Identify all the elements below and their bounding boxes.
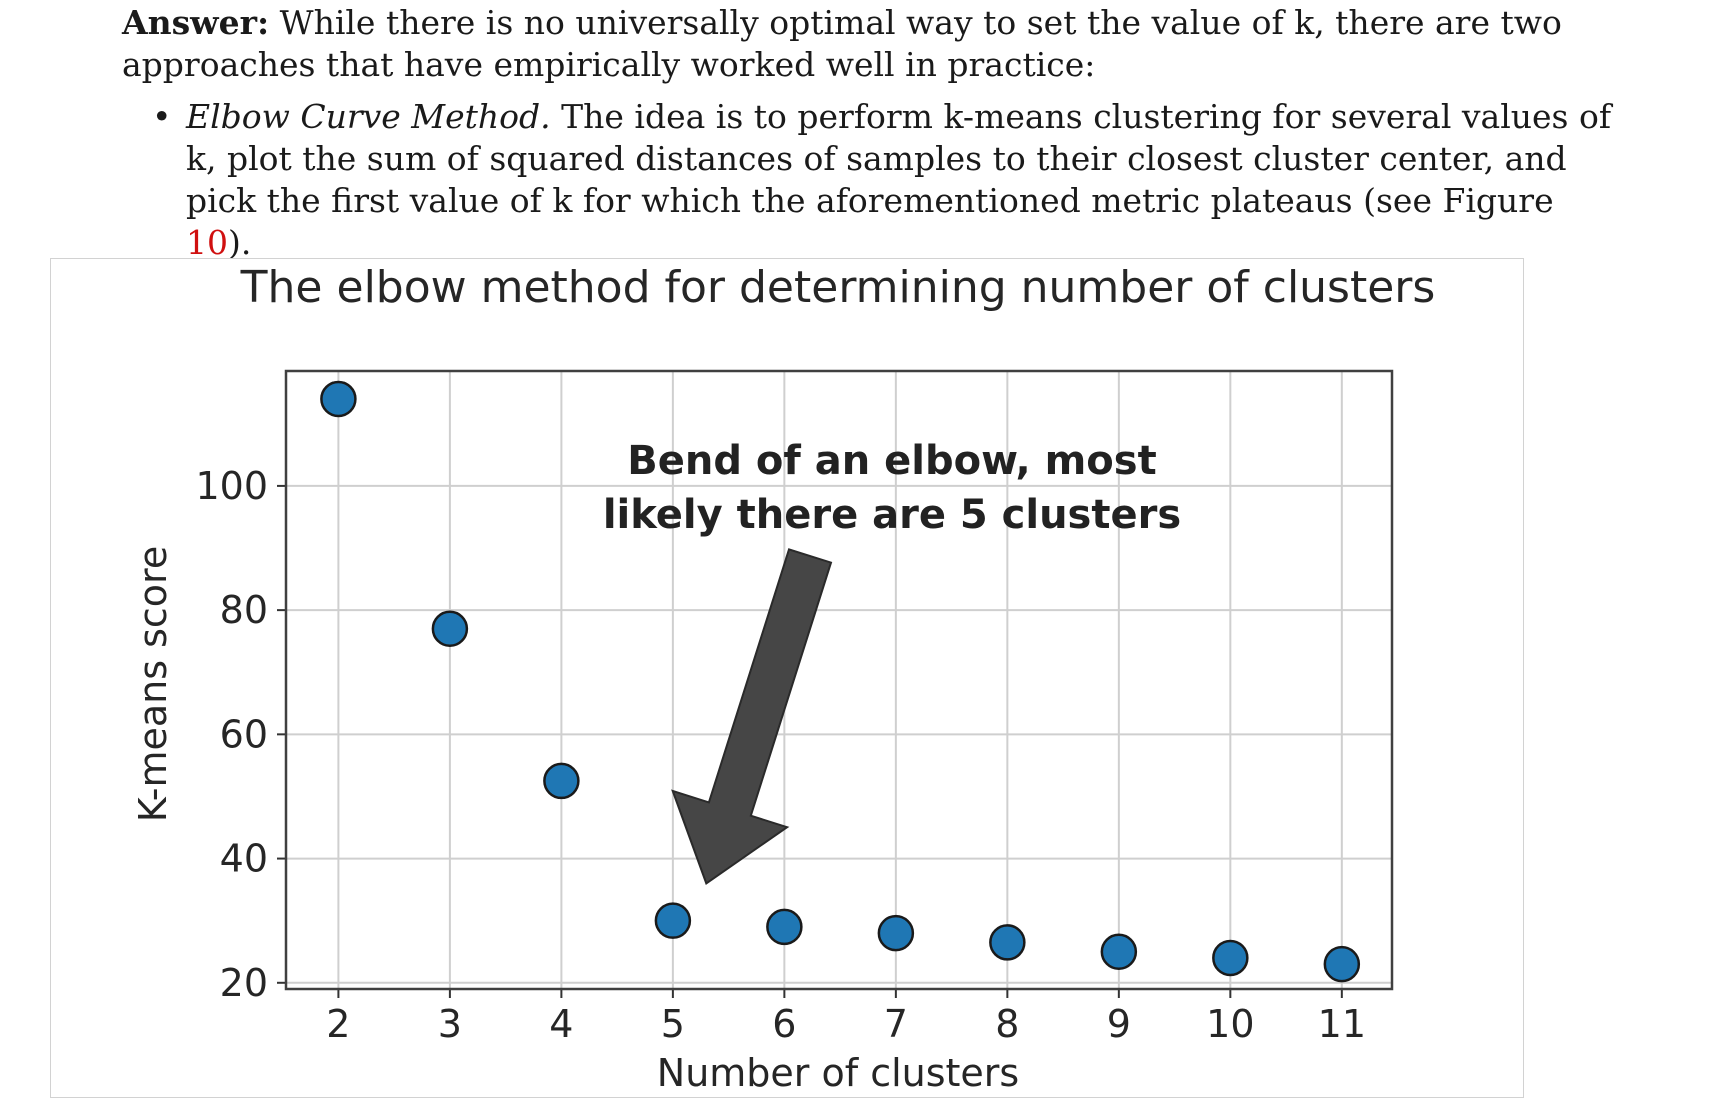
answer-paragraph: Answer: While there is no universally op… bbox=[122, 2, 1622, 86]
annotation-text-line: Bend of an elbow, most bbox=[627, 438, 1156, 484]
x-tick-label: 3 bbox=[438, 1002, 462, 1046]
data-point-k4 bbox=[543, 762, 580, 800]
x-tick-label: 8 bbox=[995, 1002, 1019, 1046]
bullet-icon: • bbox=[152, 97, 172, 136]
data-point-k11 bbox=[1323, 945, 1361, 983]
x-axis-label: Number of clusters bbox=[657, 1051, 1019, 1092]
y-tick-label: 60 bbox=[220, 712, 268, 756]
methods-list: • Elbow Curve Method. The idea is to perf… bbox=[122, 96, 1622, 264]
data-point-k6 bbox=[766, 908, 803, 946]
x-tick-label: 10 bbox=[1206, 1002, 1254, 1046]
x-tick-label: 11 bbox=[1318, 1002, 1366, 1046]
answer-text: While there is no universally optimal wa… bbox=[122, 3, 1562, 84]
y-tick-label: 40 bbox=[220, 837, 268, 881]
data-point-k5 bbox=[654, 902, 692, 939]
plot-frame bbox=[284, 369, 1394, 991]
method-description-end: ). bbox=[228, 223, 252, 262]
axes: 2 3 4 5 6 7 8 9 10 11 20 40 60 80 100 bbox=[195, 369, 1394, 1046]
x-tick-label: 6 bbox=[772, 1002, 796, 1046]
method-description: The idea is to perform k-means clusterin… bbox=[186, 97, 1612, 220]
list-item-elbow-method: • Elbow Curve Method. The idea is to perf… bbox=[152, 96, 1622, 264]
y-tick-label: 80 bbox=[220, 588, 268, 632]
x-tick-label: 2 bbox=[326, 1002, 350, 1046]
elbow-annotation: Bend of an elbow, most likely there are 5… bbox=[603, 438, 1181, 885]
chart-title: The elbow method for determining number … bbox=[240, 262, 1436, 313]
data-point-k8 bbox=[989, 924, 1026, 961]
data-point-k2 bbox=[320, 380, 357, 418]
data-point-k3 bbox=[431, 610, 469, 648]
x-tick-label: 7 bbox=[884, 1002, 908, 1046]
annotation-arrow-icon bbox=[671, 548, 833, 885]
x-tick-label: 4 bbox=[549, 1002, 573, 1046]
y-tick-label: 20 bbox=[220, 961, 268, 1005]
answer-section: Answer: While there is no universally op… bbox=[122, 2, 1622, 264]
annotation-text-line: likely there are 5 clusters bbox=[603, 492, 1181, 538]
data-points bbox=[320, 380, 1361, 983]
y-axis-label: K-means score bbox=[131, 546, 175, 822]
data-point-k7 bbox=[877, 914, 915, 952]
data-point-k10 bbox=[1212, 939, 1249, 977]
answer-label: Answer: bbox=[122, 3, 270, 42]
method-term: Elbow Curve Method. bbox=[186, 97, 551, 136]
grid-lines bbox=[286, 371, 1392, 989]
x-tick-label: 9 bbox=[1107, 1002, 1131, 1046]
x-tick-label: 5 bbox=[661, 1002, 685, 1046]
figure-reference-link[interactable]: 10 bbox=[186, 223, 228, 262]
data-point-k9 bbox=[1100, 933, 1138, 970]
y-tick-label: 100 bbox=[195, 464, 268, 508]
